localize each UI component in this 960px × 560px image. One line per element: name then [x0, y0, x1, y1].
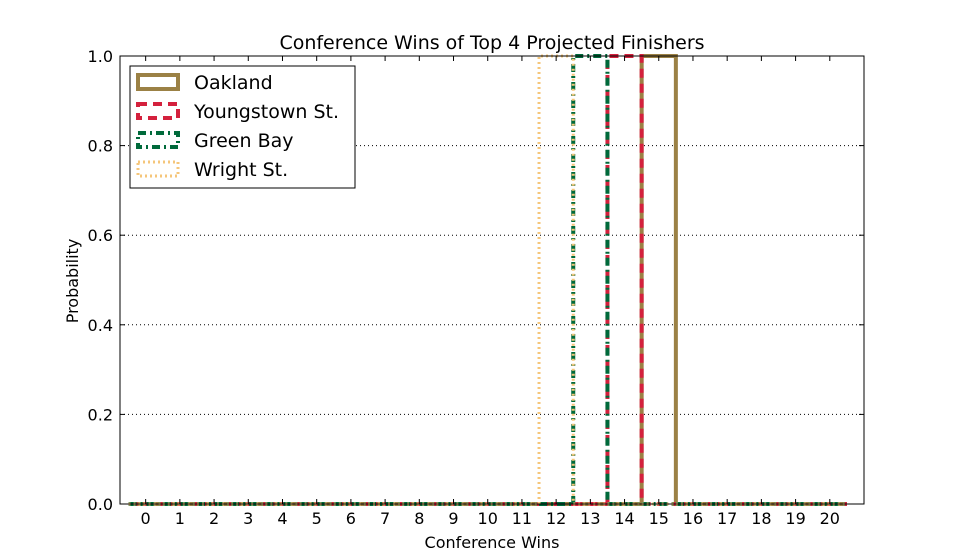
- y-tick-label-4: 0.8: [88, 137, 113, 156]
- legend-label-wright-st: Wright St.: [194, 159, 288, 181]
- legend-swatch-youngstown-st: [136, 102, 180, 120]
- y-tick-label-5: 1.0: [88, 47, 113, 66]
- legend-label-green-bay: Green Bay: [194, 130, 294, 152]
- y-tick-label-3: 0.6: [88, 226, 113, 245]
- legend-swatch-green-bay: [136, 131, 180, 149]
- bar-wright-st-12: [537, 54, 575, 504]
- x-tick-label-11: 11: [512, 509, 532, 528]
- x-tick-label-6: 6: [346, 509, 356, 528]
- axes-frame: [119, 55, 865, 505]
- x-tick-label-16: 16: [683, 509, 703, 528]
- x-tick-label-15: 15: [649, 509, 669, 528]
- x-tick-label-3: 3: [243, 509, 253, 528]
- x-tick-label-1: 1: [175, 509, 185, 528]
- x-tick-label-9: 9: [448, 509, 458, 528]
- y-axis-label: Probability: [63, 239, 82, 324]
- legend: Oakland Youngstown St. Green Bay Wright St.: [129, 65, 356, 189]
- legend-label-youngstown-st: Youngstown St.: [193, 101, 339, 123]
- bar-oakland-15: [639, 54, 678, 504]
- x-tick-label-13: 13: [580, 509, 600, 528]
- x-tick-label-0: 0: [141, 509, 151, 528]
- x-tick-label-10: 10: [478, 509, 498, 528]
- y-tick-label-2: 0.4: [88, 316, 113, 335]
- y-tick-label-1: 0.2: [88, 405, 113, 424]
- x-tick-label-4: 4: [277, 509, 287, 528]
- x-tick-label-20: 20: [820, 509, 840, 528]
- x-axis-label: Conference Wins: [425, 533, 560, 552]
- x-tick-label-19: 19: [785, 509, 805, 528]
- y-tick-label-0: 0.0: [88, 495, 113, 514]
- x-tick-label-7: 7: [380, 509, 390, 528]
- plot-area: 0 1 2 3 4 5 6 7 8 9 10 11 12 13 14 15 16 17 18 19 200.00.20.…: [88, 47, 865, 528]
- chart-title: Conference Wins of Top 4 Projected Finis…: [279, 32, 704, 54]
- legend-swatch-oakland: [136, 73, 180, 91]
- x-tick-label-17: 17: [717, 509, 737, 528]
- legend-label-oakland: Oakland: [194, 72, 273, 94]
- bar-green-bay-13: [571, 54, 610, 504]
- x-tick-label-12: 12: [546, 509, 566, 528]
- x-tick-label-2: 2: [209, 509, 219, 528]
- x-tick-label-8: 8: [414, 509, 424, 528]
- x-tick-label-5: 5: [312, 509, 322, 528]
- legend-box: [129, 65, 356, 189]
- bar-youngstown-st-14: [605, 54, 644, 504]
- x-tick-label-18: 18: [751, 509, 771, 528]
- legend-swatch-wright-st: [136, 160, 180, 178]
- x-tick-label-14: 14: [614, 509, 634, 528]
